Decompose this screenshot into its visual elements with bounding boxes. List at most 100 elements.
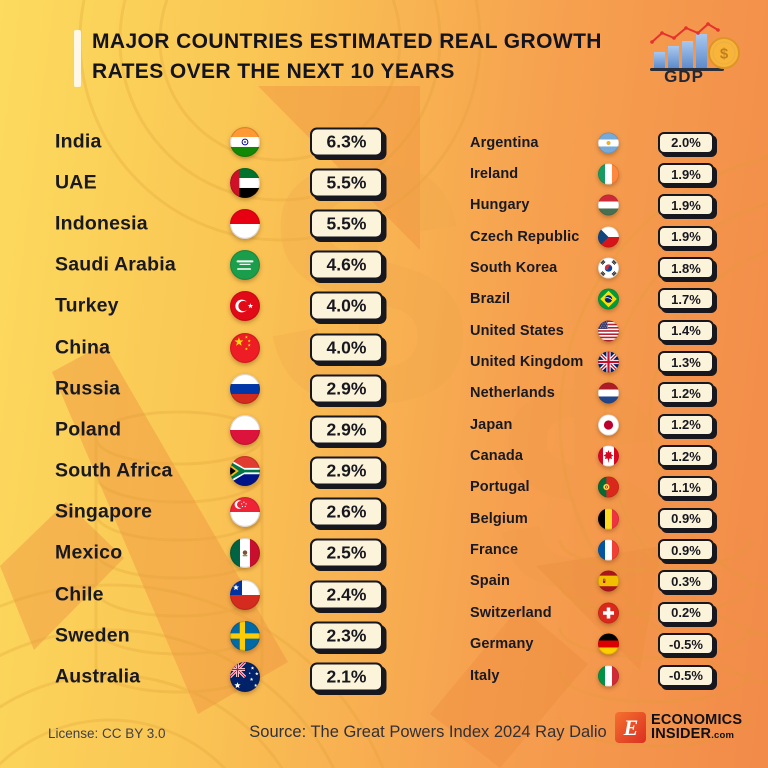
country-label: Japan: [470, 416, 513, 433]
country-row: Singapore 2.6%: [55, 492, 387, 533]
indonesia-flag-icon: [230, 208, 260, 239]
country-label: Brazil: [470, 291, 511, 308]
growth-value-badge: 1.4%: [658, 319, 714, 342]
country-label: Saudi Arabia: [55, 253, 176, 276]
country-row: Argentina 2.0%: [470, 127, 752, 158]
license-text: License: CC BY 3.0: [48, 726, 166, 741]
gdp-trend-dots: [650, 22, 720, 44]
country-label: Poland: [55, 418, 122, 441]
country-row: Sweden 2.3%: [55, 615, 387, 656]
country-label: United States: [470, 322, 564, 339]
country-row: UAE 5.5%: [55, 162, 387, 203]
country-label: Singapore: [55, 500, 153, 523]
country-row: Turkey 4.0%: [55, 286, 387, 327]
country-label: UAE: [55, 171, 97, 194]
growth-value-badge: 2.9%: [310, 374, 383, 404]
country-label: Mexico: [55, 541, 123, 564]
country-label: Indonesia: [55, 212, 148, 235]
growth-value-badge: 4.0%: [310, 333, 383, 363]
country-label: Russia: [55, 377, 121, 400]
gdp-baseline: [650, 68, 724, 71]
growth-value-badge: -0.5%: [658, 664, 714, 687]
growth-value-badge: 1.8%: [658, 257, 714, 280]
country-row: United Kingdom 1.3%: [470, 346, 752, 377]
source-text: Source: The Great Powers Index 2024 Ray …: [249, 723, 607, 741]
growth-value-badge: 2.4%: [310, 580, 383, 610]
turkey-flag-icon: [230, 291, 260, 322]
country-label: Chile: [55, 583, 104, 606]
ireland-flag-icon: [598, 163, 619, 185]
country-row: South Korea 1.8%: [470, 252, 752, 283]
growth-value-badge: 0.3%: [658, 570, 714, 593]
country-row: Ireland 1.9%: [470, 158, 752, 189]
country-row: Germany -0.5%: [470, 629, 752, 660]
growth-value-badge: 0.9%: [658, 507, 714, 530]
belgium-flag-icon: [598, 508, 619, 530]
brand-letter: E: [623, 715, 639, 740]
china-flag-icon: [230, 332, 260, 363]
south-africa-flag-icon: [230, 456, 260, 487]
portugal-flag-icon: [598, 476, 619, 498]
country-label: Netherlands: [470, 385, 555, 402]
country-label: France: [470, 542, 519, 559]
title-line-1: MAJOR COUNTRIES ESTIMATED REAL GROWTH: [92, 30, 602, 53]
switzerland-flag-icon: [598, 602, 619, 624]
spain-flag-icon: [598, 570, 619, 592]
growth-value-badge: 2.3%: [310, 621, 383, 651]
country-row: Japan 1.2%: [470, 409, 752, 440]
country-row: Switzerland 0.2%: [470, 597, 752, 628]
united-states-flag-icon: [598, 320, 619, 342]
growth-value-badge: 1.2%: [658, 382, 714, 405]
country-row: Russia 2.9%: [55, 368, 387, 409]
country-row: Saudi Arabia 4.6%: [55, 245, 387, 286]
gdp-icon: $ GDP: [648, 20, 752, 94]
country-label: Czech Republic: [470, 228, 580, 245]
country-label: United Kingdom: [470, 354, 584, 371]
uae-flag-icon: [230, 167, 260, 198]
title-line-2: RATES OVER THE NEXT 10 YEARS: [92, 60, 455, 83]
growth-value-badge: 1.9%: [658, 194, 714, 217]
growth-value-badge: 1.9%: [658, 225, 714, 248]
south-korea-flag-icon: [598, 257, 619, 279]
country-row: Portugal 1.1%: [470, 472, 752, 503]
growth-value-badge: 2.9%: [310, 415, 383, 445]
russia-flag-icon: [230, 373, 260, 404]
brazil-flag-icon: [598, 288, 619, 310]
country-label: Germany: [470, 636, 534, 653]
growth-value-badge: 5.5%: [310, 168, 383, 198]
united-kingdom-flag-icon: [598, 351, 619, 373]
growth-value-badge: 2.0%: [658, 131, 714, 154]
growth-value-badge: 4.0%: [310, 291, 383, 321]
growth-value-badge: 1.9%: [658, 163, 714, 186]
growth-value-badge: 0.9%: [658, 539, 714, 562]
growth-value-badge: 1.2%: [658, 445, 714, 468]
country-row: South Africa 2.9%: [55, 451, 387, 492]
right-country-column: Argentina 2.0% Ireland 1.9% Hungary 1.9% Czech…: [470, 127, 752, 691]
country-row: China 4.0%: [55, 327, 387, 368]
country-label: Hungary: [470, 197, 530, 214]
growth-value-badge: 1.1%: [658, 476, 714, 499]
country-label: India: [55, 130, 102, 153]
japan-flag-icon: [598, 414, 619, 436]
country-label: Argentina: [470, 134, 539, 151]
argentina-flag-icon: [598, 132, 619, 154]
growth-value-badge: 2.5%: [310, 538, 383, 568]
country-row: Australia 2.1%: [55, 656, 387, 697]
sweden-flag-icon: [230, 620, 260, 651]
country-row: United States 1.4%: [470, 315, 752, 346]
country-row: Belgium 0.9%: [470, 503, 752, 534]
growth-value-badge: 2.1%: [310, 662, 383, 692]
country-label: China: [55, 336, 111, 359]
gdp-bar: [696, 34, 707, 68]
singapore-flag-icon: [230, 497, 260, 528]
india-flag-icon: [230, 126, 260, 157]
australia-flag-icon: [230, 662, 260, 693]
page-title: MAJOR COUNTRIES ESTIMATED REAL GROWTH RAT…: [92, 27, 602, 87]
country-label: Spain: [470, 573, 510, 590]
country-label: Italy: [470, 667, 500, 684]
economics-insider-icon: E: [615, 712, 646, 743]
growth-value-badge: 2.9%: [310, 456, 383, 486]
chile-flag-icon: [230, 579, 260, 610]
country-label: Portugal: [470, 479, 530, 496]
country-row: Netherlands 1.2%: [470, 378, 752, 409]
